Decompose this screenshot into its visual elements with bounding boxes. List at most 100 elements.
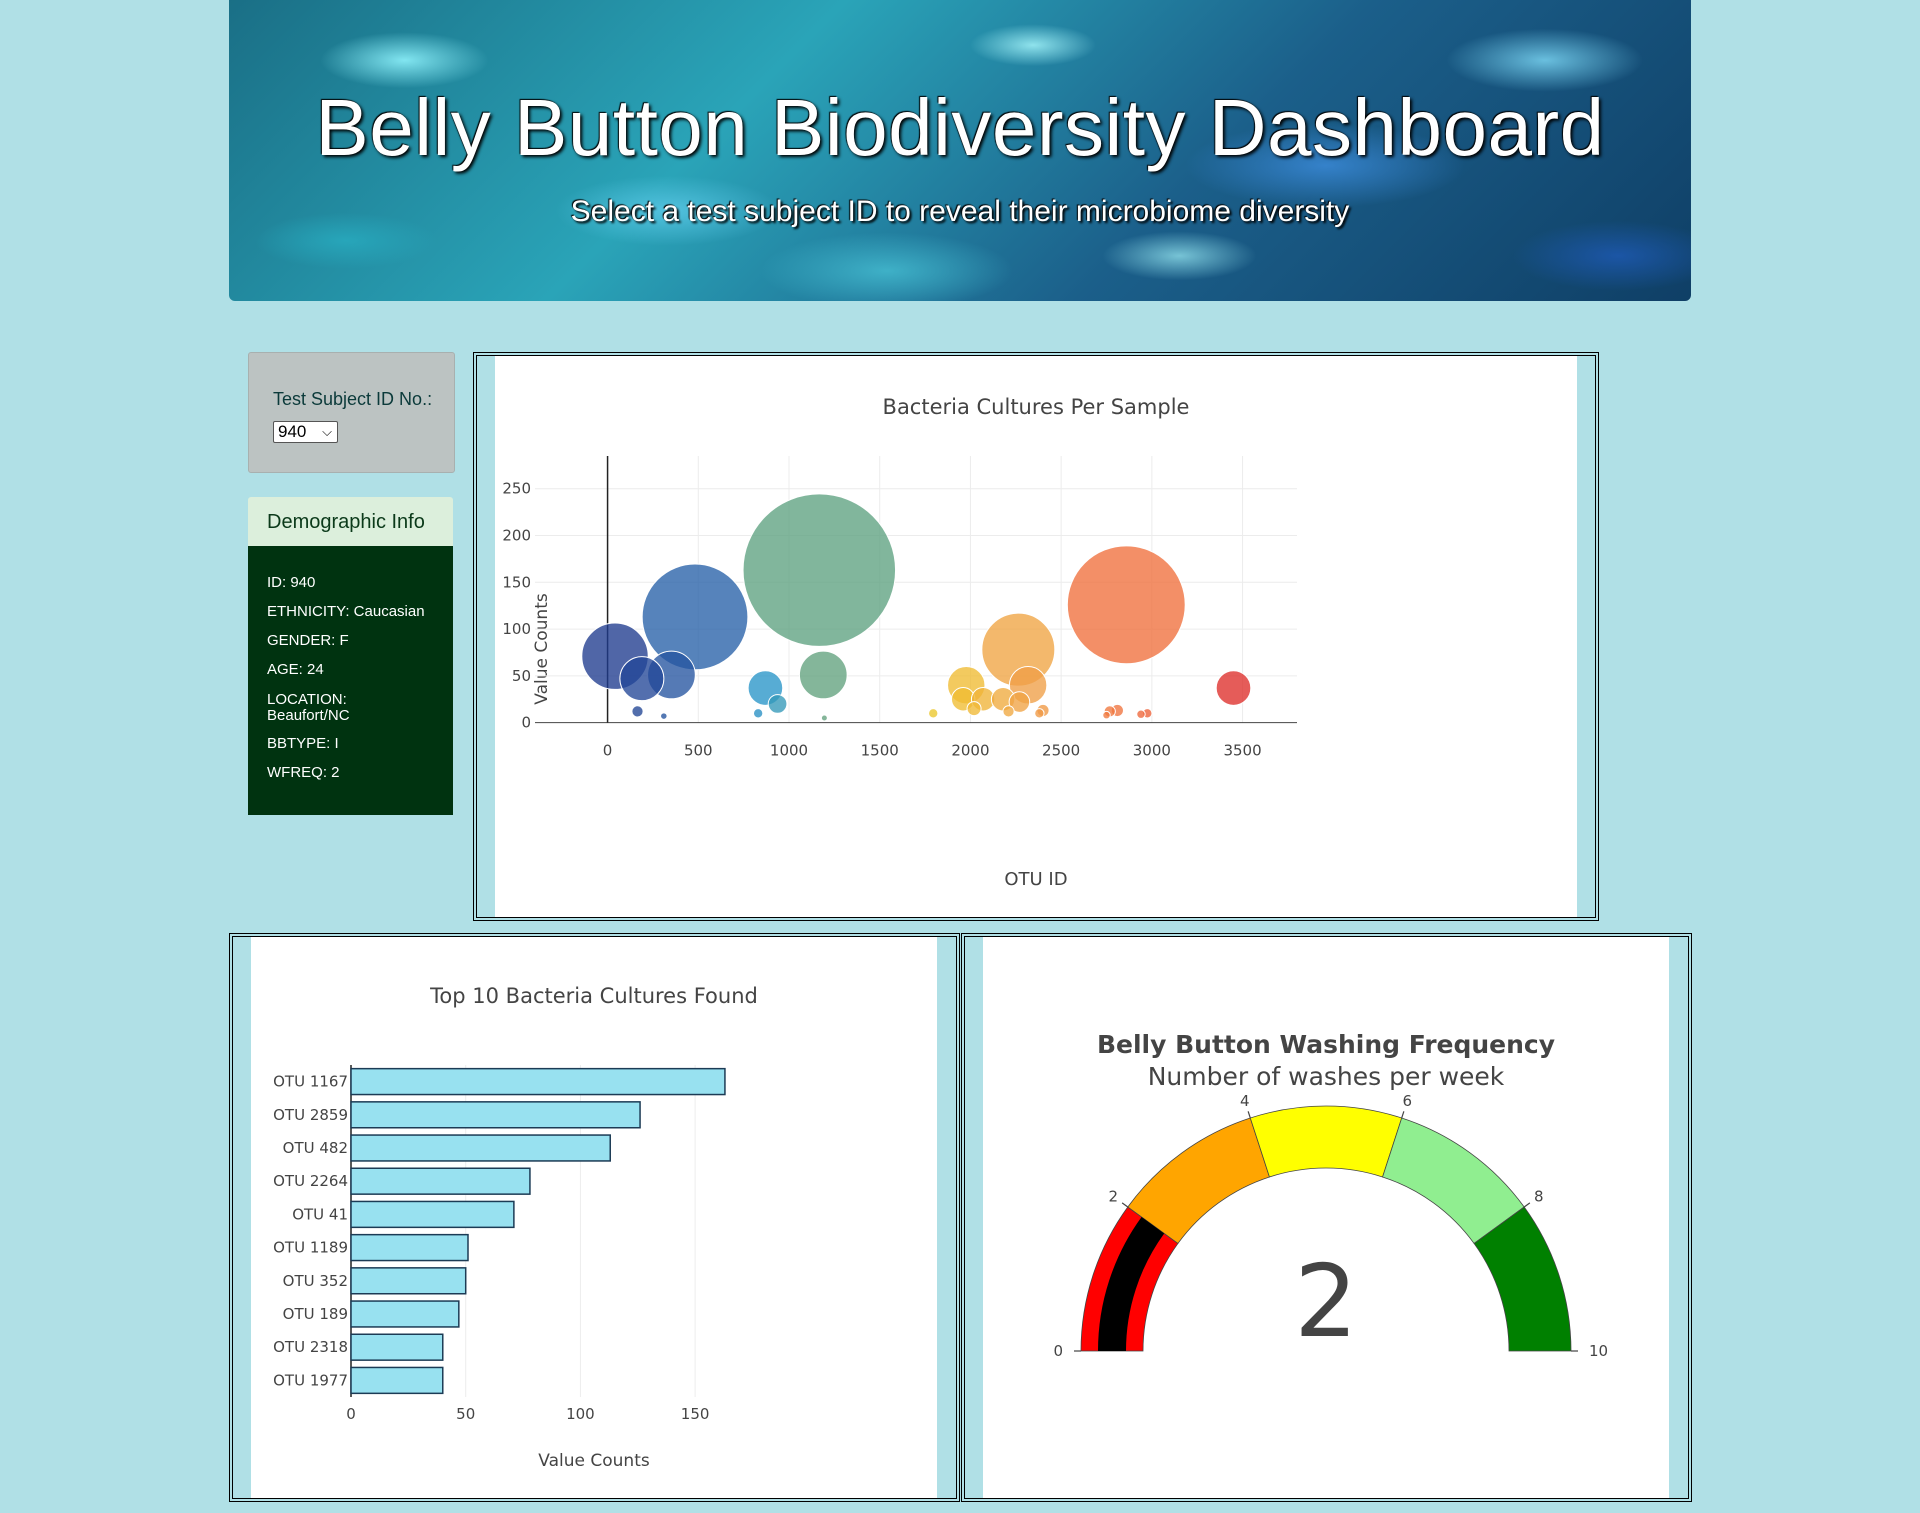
- bubble-y-tick-label: 250: [502, 480, 531, 498]
- bar-chart-title: Top 10 Bacteria Cultures Found: [429, 984, 758, 1008]
- bar[interactable]: [350, 1267, 467, 1295]
- bar[interactable]: [350, 1101, 641, 1129]
- bubble-point[interactable]: [641, 563, 749, 671]
- bar-category-label: OTU 482: [283, 1139, 348, 1157]
- page-title: Belly Button Biodiversity Dashboard: [315, 83, 1605, 172]
- bubble-x-tick-label: 3500: [1223, 742, 1261, 760]
- bar-chart[interactable]: Top 10 Bacteria Cultures Found Value Cou…: [251, 937, 937, 1498]
- bubble-y-tick-label: 100: [502, 620, 531, 638]
- bubble-point[interactable]: [820, 714, 828, 722]
- gauge-value-bar: [1098, 1216, 1165, 1351]
- bubble-point[interactable]: [631, 705, 644, 718]
- gauge-step: [1473, 1206, 1572, 1352]
- bubble-point[interactable]: [1002, 705, 1015, 718]
- bubble-x-tick-label: 2500: [1042, 742, 1080, 760]
- bubble-chart-panel: Bacteria Cultures Per Sample OTU ID Valu…: [473, 352, 1599, 921]
- bubble-y-tick-label: 150: [502, 573, 531, 591]
- gauge-tick: [1247, 1111, 1251, 1119]
- bubble-x-tick-label: 3000: [1133, 742, 1171, 760]
- bubble-point[interactable]: [767, 694, 788, 714]
- gauge-step: [1249, 1105, 1403, 1178]
- demo-id: ID: 940: [267, 574, 316, 591]
- bar-category-label: OTU 352: [283, 1272, 348, 1290]
- bubble-x-tick-label: 1500: [861, 742, 899, 760]
- bar-category-label: OTU 1167: [273, 1073, 348, 1091]
- bubble-x-tick-label: 500: [684, 742, 713, 760]
- demo-wfreq: WFREQ: 2: [267, 764, 340, 781]
- demo-age: AGE: 24: [267, 661, 324, 678]
- gauge-tick-label: 0: [1053, 1342, 1063, 1360]
- bubble-point[interactable]: [1102, 710, 1111, 720]
- chevron-down-icon: ⌵: [322, 424, 332, 439]
- bubble-point[interactable]: [928, 708, 939, 719]
- bubble-point[interactable]: [1136, 709, 1146, 719]
- gauge-value-number: 2: [1294, 1243, 1358, 1360]
- demo-gender: GENDER: F: [267, 632, 349, 649]
- bubble-point[interactable]: [1008, 691, 1031, 713]
- bubble-x-tick-label: 0: [603, 742, 613, 760]
- bubble-x-tick-label: 1000: [770, 742, 808, 760]
- gauge-tick-label: 4: [1240, 1092, 1250, 1110]
- bubble-point[interactable]: [742, 493, 897, 647]
- gauge-tick-label: 6: [1402, 1092, 1412, 1110]
- bar-category-label: OTU 2318: [273, 1338, 348, 1356]
- gauge-tick-label: 10: [1589, 1342, 1608, 1360]
- bar[interactable]: [350, 1300, 460, 1328]
- gauge-chart[interactable]: Belly Button Washing Frequency Number of…: [983, 937, 1669, 1498]
- gauge-chart-area: Belly Button Washing Frequency Number of…: [983, 937, 1669, 1498]
- bar[interactable]: [350, 1134, 611, 1162]
- bubble-chart-title: Bacteria Cultures Per Sample: [883, 395, 1190, 419]
- gauge-tick: [1121, 1202, 1129, 1208]
- bubble-point[interactable]: [1066, 545, 1186, 665]
- bar-category-label: OTU 2264: [273, 1172, 348, 1190]
- gauge-tick: [1401, 1111, 1405, 1119]
- gauge-tick-label: 8: [1534, 1187, 1544, 1205]
- bubble-y-tick-label: 200: [502, 527, 531, 545]
- bubble-point[interactable]: [798, 650, 848, 700]
- bar-category-label: OTU 2859: [273, 1106, 348, 1124]
- gauge-subtitle: Number of washes per week: [1148, 1062, 1505, 1091]
- bar-category-label: OTU 41: [292, 1205, 348, 1223]
- bubble-point[interactable]: [966, 701, 982, 717]
- bar-category-label: OTU 189: [283, 1305, 348, 1323]
- bar-x-tick-label: 100: [566, 1405, 595, 1423]
- bar[interactable]: [350, 1333, 444, 1361]
- bubble-y-axis-label: Value Counts: [532, 593, 552, 705]
- bar[interactable]: [350, 1233, 469, 1262]
- demographic-card: Demographic Info ID: 940 ETHNICITY: Cauc…: [248, 497, 453, 815]
- page-subtitle: Select a test subject ID to reveal their…: [570, 195, 1350, 228]
- bar-chart-area: Top 10 Bacteria Cultures Found Value Cou…: [251, 937, 937, 1498]
- bar[interactable]: [350, 1067, 726, 1096]
- bar-x-tick-label: 0: [346, 1405, 356, 1423]
- demo-bbtype: BBTYPE: I: [267, 735, 339, 752]
- bar[interactable]: [350, 1200, 515, 1229]
- bubble-point[interactable]: [1215, 670, 1252, 706]
- bar-x-tick-label: 150: [681, 1405, 710, 1423]
- bubble-x-tick-label: 2000: [951, 742, 989, 760]
- bubble-chart[interactable]: Bacteria Cultures Per Sample OTU ID Valu…: [495, 356, 1577, 917]
- bubble-point[interactable]: [619, 656, 665, 702]
- bubble-y-tick-label: 50: [512, 667, 531, 685]
- gauge-title: Belly Button Washing Frequency: [1097, 1030, 1555, 1059]
- bar[interactable]: [350, 1167, 531, 1195]
- bubble-y-tick-label: 0: [521, 714, 531, 732]
- bubble-point[interactable]: [1034, 708, 1045, 719]
- gauge-chart-panel: Belly Button Washing Frequency Number of…: [961, 933, 1692, 1502]
- demo-location: LOCATION: Beaufort/NC: [267, 691, 350, 724]
- bar-category-label: OTU 1977: [273, 1371, 348, 1389]
- demographic-title: Demographic Info: [248, 497, 453, 546]
- bar-category-label: OTU 1189: [273, 1239, 348, 1257]
- gauge-tick-label: 2: [1108, 1187, 1118, 1205]
- subject-selector-card: Test Subject ID No.: 940 ⌵: [248, 352, 455, 473]
- bubble-point[interactable]: [752, 708, 764, 719]
- bar-chart-panel: Top 10 Bacteria Cultures Found Value Cou…: [229, 933, 960, 1502]
- subject-id-select[interactable]: 940 ⌵: [273, 421, 338, 443]
- demo-ethnicity: ETHNICITY: Caucasian: [267, 603, 425, 620]
- header-banner: Belly Button Biodiversity Dashboard Sele…: [229, 0, 1691, 301]
- bar[interactable]: [350, 1366, 444, 1395]
- demographic-body: ID: 940 ETHNICITY: Caucasian GENDER: F A…: [248, 546, 453, 815]
- bubble-point[interactable]: [660, 712, 668, 720]
- bar-x-axis-label: Value Counts: [538, 1451, 650, 1471]
- bubble-chart-area: Bacteria Cultures Per Sample OTU ID Valu…: [495, 356, 1577, 917]
- bubble-x-axis-label: OTU ID: [1004, 869, 1067, 890]
